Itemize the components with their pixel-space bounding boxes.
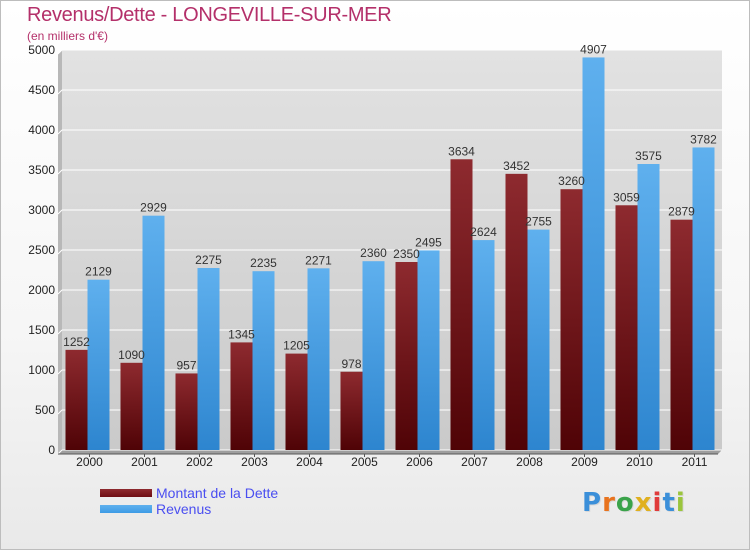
bar-dette <box>175 373 198 450</box>
x-tick-label: 2009 <box>571 455 598 469</box>
bar-revenus <box>142 215 165 450</box>
data-label-dette: 3452 <box>503 159 530 173</box>
bar-dette <box>505 173 528 450</box>
bar-revenus <box>87 279 110 450</box>
y-tick-label: 3500 <box>28 163 55 177</box>
y-tick-label: 2500 <box>28 243 55 257</box>
x-tick-label: 2003 <box>241 455 268 469</box>
x-tick-label: 2000 <box>76 455 103 469</box>
x-tick-label: 2008 <box>516 455 543 469</box>
data-label-dette: 1345 <box>228 327 255 341</box>
y-tick-label: 2000 <box>28 283 55 297</box>
data-label-revenus: 3575 <box>635 149 662 163</box>
y-tick-label: 4500 <box>28 83 55 97</box>
legend-label-dette: Montant de la Dette <box>156 485 279 501</box>
bar-dette <box>120 362 143 450</box>
legend-label-revenus: Revenus <box>156 501 212 517</box>
logo-letter: o <box>615 488 635 518</box>
bar-dette <box>285 353 308 450</box>
x-tick-label: 2001 <box>131 455 158 469</box>
y-tick-label: 0 <box>48 443 55 457</box>
data-label-dette: 2350 <box>393 247 420 261</box>
bar-revenus <box>637 164 660 450</box>
gridline-side <box>57 249 63 255</box>
x-tick-label: 2002 <box>186 455 213 469</box>
x-tick-label: 2007 <box>461 455 488 469</box>
bar-dette <box>615 205 638 450</box>
gridline-side <box>57 209 63 215</box>
gridline-side <box>57 129 63 135</box>
logo-letter: x <box>634 488 653 518</box>
x-tick-label: 2006 <box>406 455 433 469</box>
bar-dette <box>670 219 693 450</box>
gridline-side <box>57 409 63 415</box>
gridline-side <box>57 289 63 295</box>
bar-revenus <box>582 57 605 450</box>
data-label-revenus: 2624 <box>470 225 497 239</box>
data-label-revenus: 2271 <box>305 253 332 267</box>
data-label-dette: 3634 <box>448 144 475 158</box>
proxiti-logo: Proxiti <box>582 488 686 518</box>
y-tick-label: 500 <box>35 403 55 417</box>
logo-letter: r <box>602 488 616 518</box>
logo-letter: i <box>652 488 663 518</box>
x-tick-label: 2010 <box>626 455 653 469</box>
data-label-revenus: 2755 <box>525 215 552 229</box>
data-label-dette: 3059 <box>613 190 640 204</box>
x-tick-label: 2011 <box>682 455 708 469</box>
data-label-revenus: 2495 <box>415 235 442 249</box>
y-tick-label: 1500 <box>28 323 55 337</box>
gridline-side <box>57 329 63 335</box>
logo-letter: i <box>675 488 686 518</box>
legend-swatch-revenus <box>100 505 152 513</box>
bar-revenus <box>197 268 220 450</box>
bar-revenus <box>362 261 385 450</box>
plot-floor <box>58 450 722 454</box>
chart-subtitle: (en milliers d'€) <box>27 29 108 43</box>
logo-letter: t <box>662 488 676 518</box>
data-label-dette: 3260 <box>558 174 585 188</box>
bar-dette <box>65 349 88 450</box>
data-label-revenus: 3782 <box>690 132 717 146</box>
x-tick-label: 2004 <box>296 455 323 469</box>
y-tick-label: 4000 <box>28 123 55 137</box>
y-tick-label: 5000 <box>28 43 55 57</box>
data-label-revenus: 2235 <box>250 256 277 270</box>
y-tick-label: 3000 <box>28 203 55 217</box>
y-tick-label: 1000 <box>28 363 55 377</box>
chart-title: Revenus/Dette - LONGEVILLE-SUR-MER <box>27 4 392 26</box>
data-label-dette: 2879 <box>668 205 695 219</box>
data-label-dette: 1205 <box>283 339 310 353</box>
data-label-revenus: 2275 <box>195 253 222 267</box>
data-label-revenus: 2129 <box>85 265 112 279</box>
x-tick-label: 2005 <box>351 455 378 469</box>
data-label-dette: 978 <box>341 357 361 371</box>
bar-revenus <box>472 240 495 450</box>
data-label-dette: 1090 <box>118 348 145 362</box>
bar-revenus <box>417 250 440 450</box>
legend-swatch-dette <box>100 489 152 497</box>
data-label-dette: 957 <box>176 358 196 372</box>
gridline-side <box>57 89 63 95</box>
bar-dette <box>230 342 253 450</box>
bar-dette <box>560 189 583 450</box>
bar-dette <box>450 159 473 450</box>
data-label-revenus: 2360 <box>360 246 387 260</box>
bar-revenus <box>307 268 330 450</box>
data-label-revenus: 2929 <box>140 201 167 215</box>
data-label-dette: 1252 <box>63 335 90 349</box>
gridline-side <box>57 169 63 175</box>
data-label-revenus: 4907 <box>580 42 607 56</box>
bar-revenus <box>692 147 715 450</box>
gridline-side <box>57 49 63 55</box>
bar-revenus <box>527 229 550 450</box>
bar-revenus <box>252 271 275 450</box>
logo-letter: P <box>582 488 603 518</box>
bar-dette <box>395 262 418 450</box>
gridline-side <box>57 449 63 455</box>
bar-dette <box>340 371 363 450</box>
gridline-side <box>57 369 63 375</box>
